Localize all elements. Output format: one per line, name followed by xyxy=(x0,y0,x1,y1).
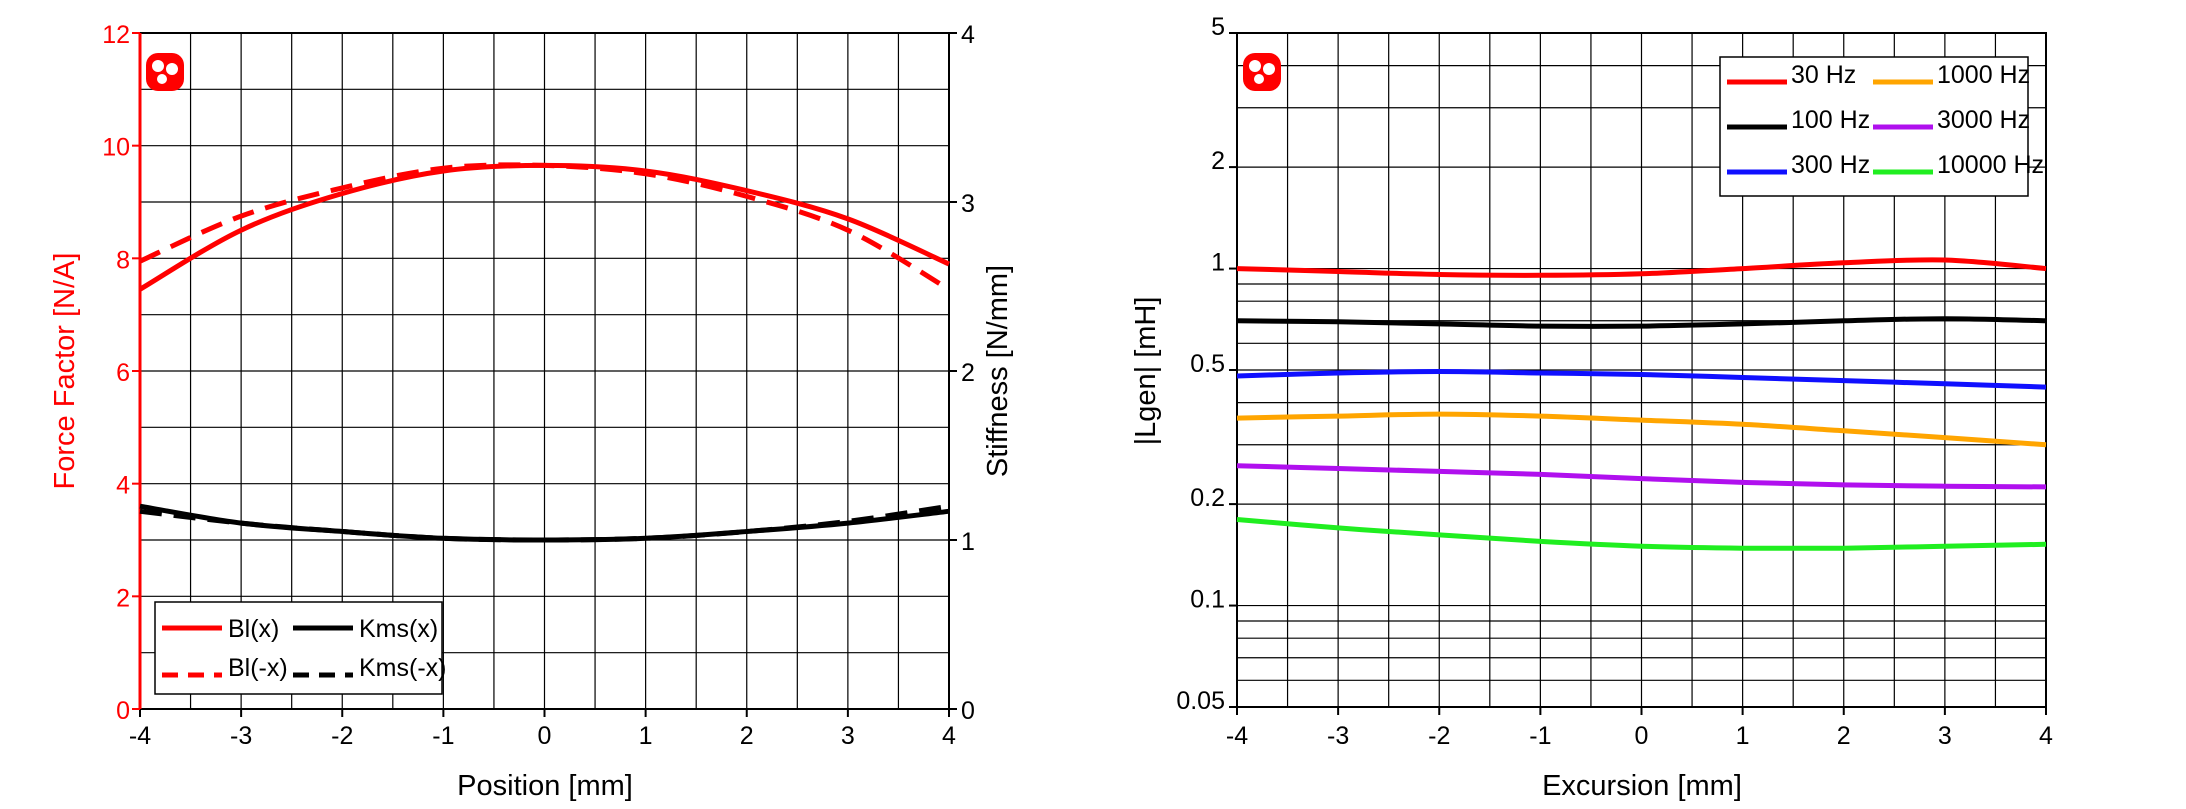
chart-1-series-bl-x- xyxy=(138,162,951,292)
chart-2-series-30-hz xyxy=(1236,257,2047,278)
legend-label-10000hz: 10000 Hz xyxy=(1937,151,2044,179)
chart-1-y-right-tick-label: 3 xyxy=(961,190,975,218)
chart-1-y-left-tick-label: 0 xyxy=(116,697,130,725)
chart-1-series-kms-x- xyxy=(139,503,950,543)
legend-label-300hz: 300 Hz xyxy=(1791,151,1870,179)
chart-2-x-tick-label: -3 xyxy=(1327,722,1349,750)
chart-1-x-axis-label: Position [mm] xyxy=(457,770,633,802)
legend-label-bl-minus-x: Bl(-x) xyxy=(228,654,288,682)
legend-label-100hz: 100 Hz xyxy=(1791,106,1870,134)
chart-1-y-left-tick-label: 12 xyxy=(102,21,130,49)
chart-2-y-axis-label: |Lgen| [mH] xyxy=(1130,297,1162,446)
chart-1-y-left-tick-label: 8 xyxy=(116,246,130,274)
chart-2-series-300-hz xyxy=(1236,368,2047,390)
chart-2-y-tick-label: 0.2 xyxy=(1190,484,1225,512)
legend-label-30hz: 30 Hz xyxy=(1791,61,1856,89)
chart-1-y-left-tick-label: 2 xyxy=(116,584,130,612)
chart-1-legend: Bl(x) Kms(x) Bl(-x) Kms(-x) xyxy=(154,601,446,695)
chart-2-series-1000-hz xyxy=(1236,411,2047,448)
chart-2-x-tick-label: -2 xyxy=(1428,722,1450,750)
chart-1-logo-icon xyxy=(146,53,184,91)
chart-1-y-right-axis-label: Stiffness [N/mm] xyxy=(982,265,1014,477)
chart-2-y-tick-label: 2 xyxy=(1211,147,1225,175)
chart-2-x-axis-label: Excursion [mm] xyxy=(1542,770,1742,802)
chart-2-x-tick-label: 4 xyxy=(2039,722,2053,750)
chart-2-logo-icon xyxy=(1243,53,1281,91)
chart-1-y-right-tick-label: 4 xyxy=(961,21,975,49)
chart-2-legend: 30 Hz 100 Hz 300 Hz 1000 Hz 3000 Hz 1000… xyxy=(1719,56,2044,197)
chart-2-y-tick-label: 1 xyxy=(1211,249,1225,277)
chart-2-y-tick-label: 0.05 xyxy=(1176,687,1225,715)
chart-1-x-tick-label: -4 xyxy=(129,722,151,750)
chart-1-x-tick-label: 1 xyxy=(639,722,653,750)
chart-2-y-tick-label: 5 xyxy=(1211,13,1225,41)
legend-label-3000hz: 3000 Hz xyxy=(1937,106,2030,134)
chart-2-series-100-hz xyxy=(1236,316,2047,329)
legend-label-1000hz: 1000 Hz xyxy=(1937,61,2030,89)
chart-2-x-tick-label: 1 xyxy=(1736,722,1750,750)
chart-1-y-right-tick-label: 0 xyxy=(961,697,975,725)
chart-1-x-tick-label: -2 xyxy=(331,722,353,750)
chart-1-y-left-tick-label: 10 xyxy=(102,134,130,162)
chart-2-x-tick-label: 3 xyxy=(1938,722,1952,750)
chart-1-x-tick-label: 4 xyxy=(942,722,956,750)
chart-1-y-left-tick-label: 4 xyxy=(116,472,130,500)
chart-1-x-tick-label: -1 xyxy=(432,722,454,750)
legend-label-bl-x: Bl(x) xyxy=(228,615,279,643)
chart-2-inductance: -4 -3 -2 -1 0 1 2 3 4 0.05 0.1 0.2 0.5 1 2 5 Excursion … xyxy=(1130,13,2053,802)
chart-1-y-left-tick-label: 6 xyxy=(116,359,130,387)
chart-1-x-tick-label: 2 xyxy=(740,722,754,750)
chart-2-series-10000-hz xyxy=(1236,517,2047,551)
chart-1-y-right-tick-label: 1 xyxy=(961,528,975,556)
chart-2-series-3000-hz xyxy=(1236,463,2047,490)
chart-1-x-tick-label: 0 xyxy=(538,722,552,750)
chart-1-y-left-axis-label: Force Factor [N/A] xyxy=(49,253,81,490)
chart-2-y-tick-label: 0.1 xyxy=(1190,586,1225,614)
chart-2-x-tick-label: -4 xyxy=(1226,722,1248,750)
chart-1-y-right-tick-label: 2 xyxy=(961,359,975,387)
chart-1-x-tick-label: -3 xyxy=(230,722,252,750)
chart-2-x-tick-label: 0 xyxy=(1635,722,1649,750)
chart-2-x-tick-label: -1 xyxy=(1529,722,1551,750)
chart-1-x-tick-label: 3 xyxy=(841,722,855,750)
chart-2-y-tick-label: 0.5 xyxy=(1190,350,1225,378)
chart-2-x-tick-label: 2 xyxy=(1837,722,1851,750)
legend-label-kms-x: Kms(x) xyxy=(359,615,438,643)
legend-label-kms-minus-x: Kms(-x) xyxy=(359,654,446,682)
